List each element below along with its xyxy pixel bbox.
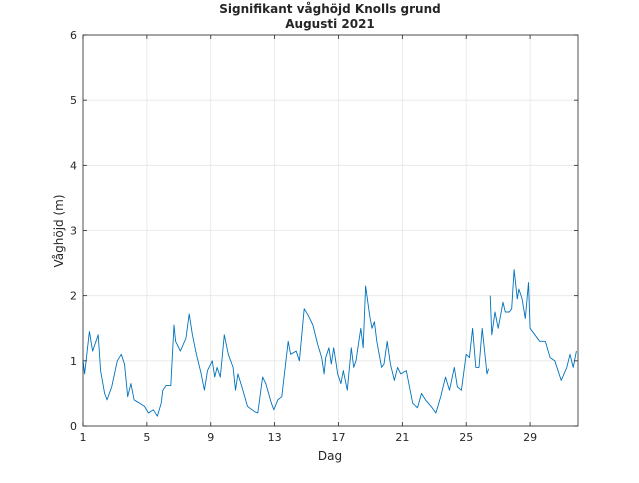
x-tick-label: 1 — [80, 431, 87, 444]
y-axis-label: Våghöjd (m) — [52, 194, 66, 267]
x-tick-label: 21 — [395, 431, 409, 444]
x-axis-label: Dag — [318, 449, 342, 463]
y-tick-label: 6 — [70, 29, 77, 42]
chart-subtitle: Augusti 2021 — [285, 17, 375, 31]
series-line-segment-1 — [82, 285, 490, 417]
x-tick-label: 29 — [523, 431, 537, 444]
x-tick-label: 5 — [143, 431, 150, 444]
x-tick-label: 9 — [207, 431, 214, 444]
chart-title: Signifikant våghöjd Knolls grund — [219, 2, 440, 16]
x-tick-label: 25 — [459, 431, 473, 444]
y-tick-label: 3 — [70, 225, 77, 238]
y-tick-label: 5 — [70, 94, 77, 107]
y-tick-label: 0 — [70, 420, 77, 433]
y-tick-label: 4 — [70, 159, 77, 172]
grid — [82, 34, 578, 427]
x-tick-label: 13 — [268, 431, 282, 444]
series-lines — [82, 269, 577, 417]
y-tick-label: 2 — [70, 290, 77, 303]
x-tick-label: 17 — [331, 431, 345, 444]
series-line-segment-2 — [489, 269, 577, 381]
y-tick-label: 1 — [70, 355, 77, 368]
